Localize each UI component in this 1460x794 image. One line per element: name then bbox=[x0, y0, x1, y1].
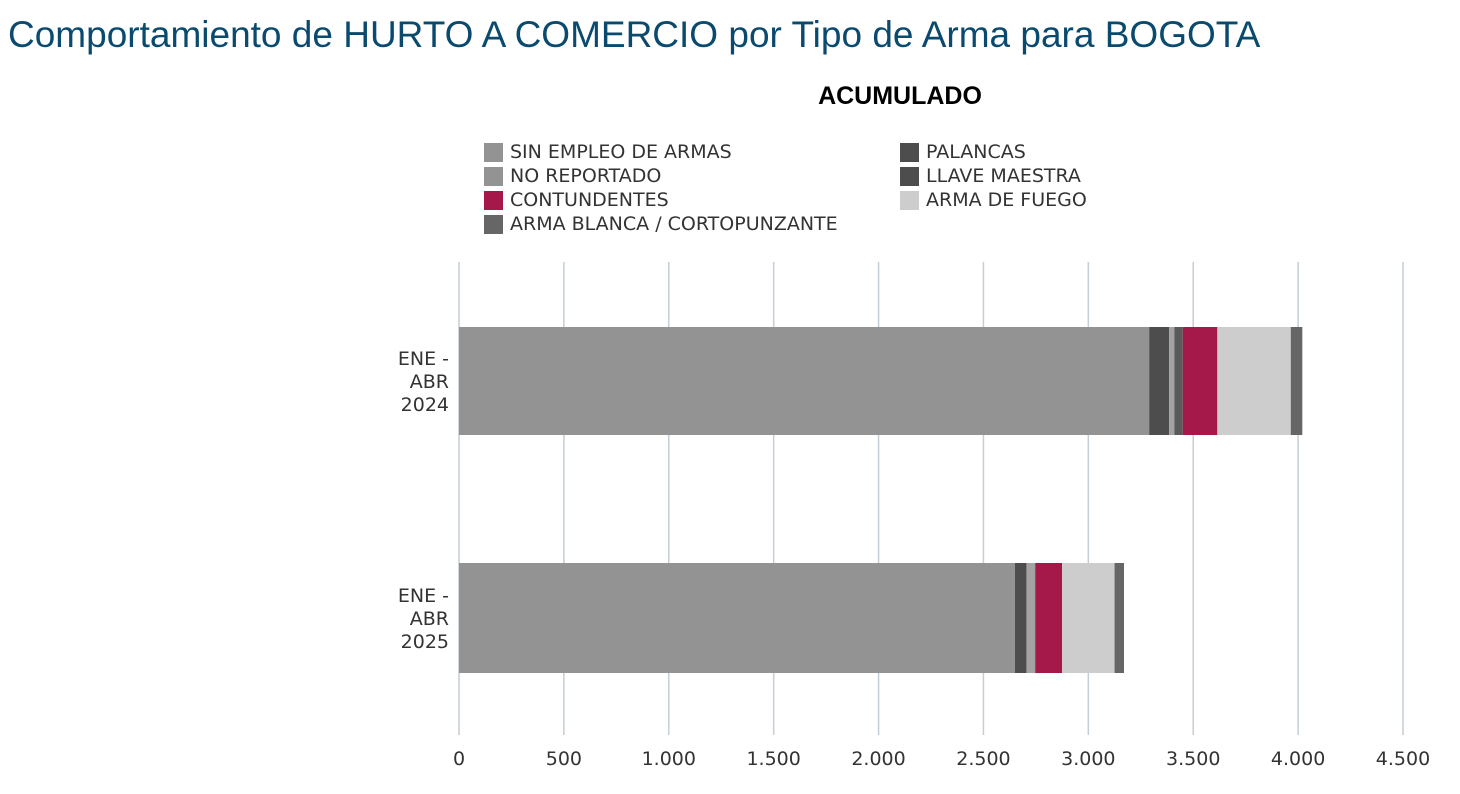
bar-segment[interactable] bbox=[1034, 563, 1036, 673]
legend-item-palancas[interactable]: PALANCAS bbox=[900, 140, 1026, 164]
x-tick-label: 1.000 bbox=[642, 748, 696, 770]
legend-label: PALANCAS bbox=[926, 141, 1026, 163]
bar-segment[interactable] bbox=[1026, 563, 1035, 673]
bar-segment[interactable] bbox=[1062, 563, 1115, 673]
x-tick-label: 2.500 bbox=[956, 748, 1010, 770]
bar-segment[interactable] bbox=[1217, 327, 1291, 435]
y-tick-label: 2024 bbox=[401, 394, 449, 416]
bar-segment[interactable] bbox=[1169, 327, 1175, 435]
y-tick-label: ABR bbox=[410, 371, 449, 393]
legend-label: ARMA DE FUEGO bbox=[926, 189, 1087, 211]
legend-swatch bbox=[900, 166, 919, 186]
legend-label: ARMA BLANCA / CORTOPUNZANTE bbox=[510, 213, 838, 235]
bar-segment[interactable] bbox=[1290, 327, 1303, 435]
bar-segment[interactable] bbox=[1149, 327, 1170, 435]
legend-item-sin-empleo-de-armas[interactable]: SIN EMPLEO DE ARMAS bbox=[484, 140, 732, 164]
legend-swatch bbox=[484, 142, 503, 162]
legend-label: LLAVE MAESTRA bbox=[926, 165, 1081, 187]
x-tick-label: 3.500 bbox=[1166, 748, 1220, 770]
legend-item-arma-blanca-cortopunzante[interactable]: ARMA BLANCA / CORTOPUNZANTE bbox=[484, 212, 838, 236]
y-tick-label: ENE - bbox=[398, 348, 449, 370]
legend-label: NO REPORTADO bbox=[510, 165, 662, 187]
x-tick-label: 0 bbox=[453, 748, 465, 770]
page-title: Comportamiento de HURTO A COMERCIO por T… bbox=[8, 14, 1261, 55]
x-tick-label: 1.500 bbox=[746, 748, 800, 770]
legend-item-arma-de-fuego[interactable]: ARMA DE FUEGO bbox=[900, 188, 1087, 212]
legend-item-llave-maestra[interactable]: LLAVE MAESTRA bbox=[900, 164, 1081, 188]
chart-title: ACUMULADO bbox=[818, 82, 982, 110]
bar-segment[interactable] bbox=[1182, 327, 1218, 435]
bar-segment[interactable] bbox=[1114, 563, 1124, 673]
x-tick-label: 500 bbox=[546, 748, 582, 770]
legend-swatch bbox=[900, 142, 919, 162]
legend-label: CONTUNDENTES bbox=[510, 189, 669, 211]
bar-segment[interactable] bbox=[1035, 563, 1063, 673]
y-tick-label: ABR bbox=[410, 608, 449, 630]
y-tick-label: ENE - bbox=[398, 585, 449, 607]
legend-item-contundentes[interactable]: CONTUNDENTES bbox=[484, 188, 669, 212]
legend-swatch bbox=[484, 166, 503, 186]
x-tick-label: 3.000 bbox=[1061, 748, 1115, 770]
legend-item-no-reportado[interactable]: NO REPORTADO bbox=[484, 164, 661, 188]
x-tick-label: 2.000 bbox=[851, 748, 905, 770]
chart-legend: SIN EMPLEO DE ARMAS NO REPORTADO CONTUND… bbox=[484, 140, 1144, 240]
bar-segment[interactable] bbox=[1174, 327, 1183, 435]
legend-swatch bbox=[484, 190, 503, 210]
x-tick-label: 4.000 bbox=[1271, 748, 1325, 770]
legend-swatch bbox=[900, 190, 919, 210]
bar-segment[interactable] bbox=[459, 563, 1015, 673]
legend-label: SIN EMPLEO DE ARMAS bbox=[510, 141, 732, 163]
bar-segment[interactable] bbox=[459, 327, 1150, 435]
y-tick-label: 2025 bbox=[401, 631, 449, 653]
x-tick-label: 4.500 bbox=[1376, 748, 1430, 770]
bar-segment[interactable] bbox=[1014, 563, 1027, 673]
legend-swatch bbox=[484, 214, 503, 234]
